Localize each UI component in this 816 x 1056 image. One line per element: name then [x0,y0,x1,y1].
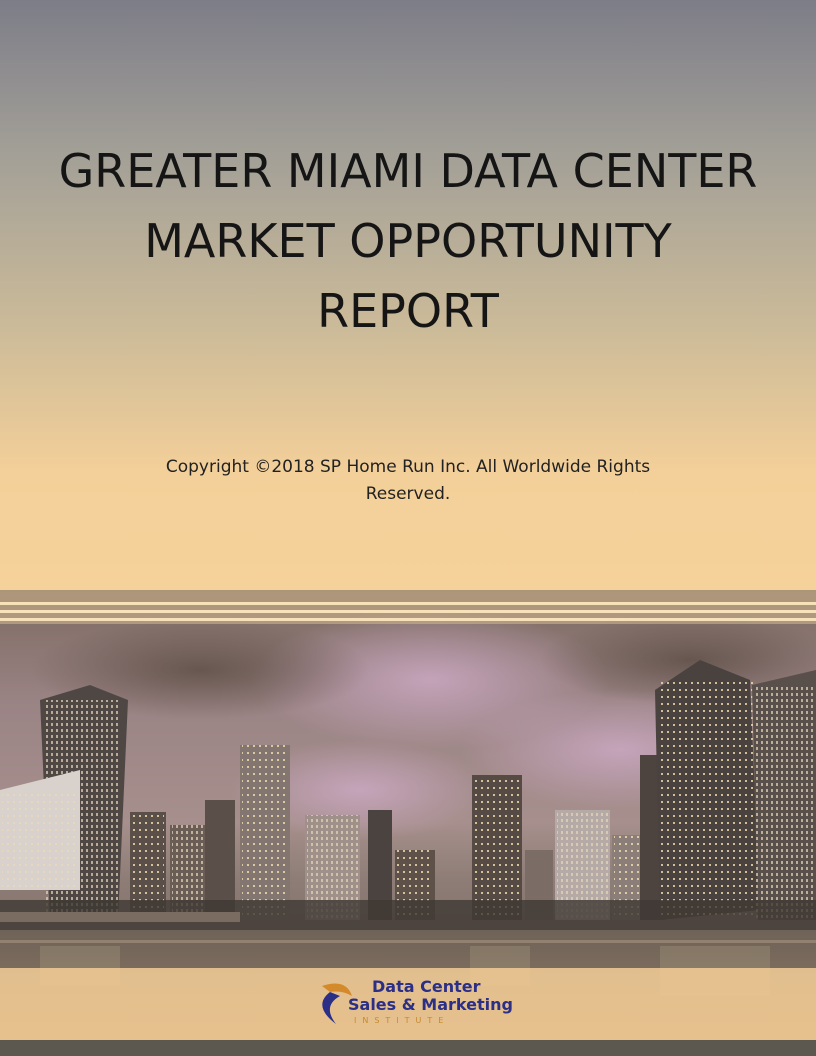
logo-line-1: Data Center [372,977,481,996]
title-line-2: MARKET OPPORTUNITY [144,214,672,268]
copyright-line-2: Reserved. [365,484,451,504]
copyright-notice: Copyright ©2018 SP Home Run Inc. All Wor… [140,454,676,508]
logo-band [0,968,816,1040]
title-line-1: GREATER MIAMI DATA CENTER [58,144,758,198]
logo-line-2: Sales & Marketing [348,995,513,1014]
company-logo: Data Center Sales & Marketing INSTITUTE [348,978,518,1028]
copyright-line-1: Copyright ©2018 SP Home Run Inc. All Wor… [165,457,651,477]
decorative-stripes [0,590,816,624]
logo-line-3: INSTITUTE [354,1016,450,1025]
bottom-strip [0,1040,816,1056]
logo-swoosh-icon [322,983,352,1024]
report-title: GREATER MIAMI DATA CENTER MARKET OPPORTU… [0,136,816,346]
title-line-3: REPORT [317,284,499,338]
